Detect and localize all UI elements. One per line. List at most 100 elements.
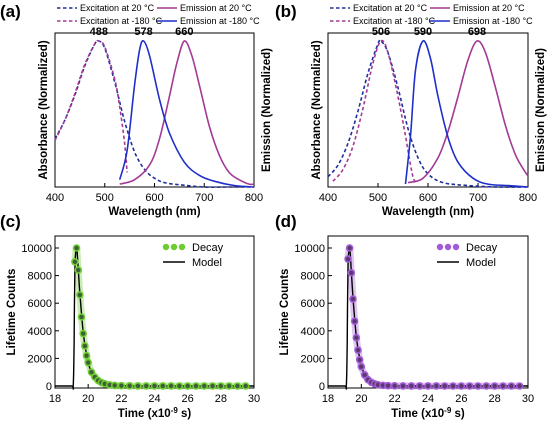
peak-label: 698 — [468, 26, 486, 38]
y-tick-label: 0 — [46, 381, 52, 393]
panel-label: (a) — [0, 2, 21, 21]
decay-point — [432, 382, 441, 390]
y-tick-label: 8000 — [28, 271, 52, 283]
panel-label: (b) — [275, 2, 297, 21]
y-axis-label: Absorbance (Normalized) — [311, 40, 323, 179]
y-tick-label: 6000 — [28, 298, 52, 310]
series-line-2 — [407, 40, 529, 184]
y-tick-label: 6000 — [301, 298, 325, 310]
panel-label: (d) — [275, 212, 297, 231]
legend-item: Emission at -180 °C — [453, 16, 533, 26]
decay-point — [424, 382, 432, 390]
decay-point — [407, 382, 416, 390]
legend-item: Excitation at -180 °C — [80, 16, 163, 26]
legend-item: Decay — [466, 242, 498, 254]
y-tick-label: 4000 — [28, 326, 52, 338]
decay-point — [200, 382, 209, 390]
decay-point — [449, 382, 457, 390]
legend-item: Emission at 20 °C — [180, 3, 252, 13]
decay-point — [474, 382, 482, 390]
x-tick-label: 30 — [522, 393, 534, 405]
x-tick-label: 18 — [322, 393, 334, 405]
series-line-3 — [118, 40, 255, 188]
x-axis-label-main: Time (x10 — [391, 408, 444, 420]
x-tick-label: 22 — [115, 393, 127, 405]
x-axis-label-sup: -9 — [171, 406, 179, 415]
decay-point — [357, 362, 366, 371]
y-tick-label: 10000 — [21, 243, 52, 255]
legend-item: Decay — [192, 242, 224, 254]
legend-marker — [444, 243, 452, 251]
peak-label: 578 — [134, 26, 152, 38]
legend-marker — [162, 243, 170, 251]
decay-point — [499, 382, 507, 390]
decay-point — [415, 382, 424, 390]
x-tick-label: 500 — [96, 192, 114, 204]
legend-item: Model — [192, 257, 222, 269]
decay-point — [142, 382, 151, 390]
y-tick-label: 2000 — [28, 353, 52, 365]
x-tick-label: 24 — [422, 393, 434, 405]
series-line-2 — [119, 40, 255, 186]
decay-point — [72, 244, 81, 252]
x-tick-label: 26 — [455, 393, 467, 405]
plot-frame — [54, 235, 255, 389]
decay-point — [192, 382, 200, 390]
decay-point — [79, 329, 87, 338]
legend-item: Model — [466, 257, 496, 269]
decay-point — [347, 269, 356, 277]
x-axis-label-tail: s) — [178, 408, 192, 420]
decay-point — [349, 295, 357, 303]
series-line-1 — [54, 39, 128, 173]
x-tick-label: 30 — [248, 393, 260, 405]
decay-point — [77, 313, 86, 321]
y-axis-label: Lifetime Counts — [6, 269, 18, 356]
x-axis-label: Wavelength (nm) — [108, 206, 200, 218]
legend-marker — [170, 243, 178, 251]
decay-point — [233, 382, 242, 390]
x-tick-label: 600 — [145, 192, 163, 204]
peak-label: 506 — [372, 26, 390, 38]
legend-item: Excitation at 20 °C — [80, 3, 155, 13]
series-line-1 — [332, 39, 419, 184]
x-tick-label: 20 — [82, 393, 94, 405]
legend-item: Excitation at 20 °C — [353, 3, 428, 13]
peak-label: 660 — [175, 26, 193, 38]
series-line-0 — [327, 39, 529, 188]
y-tick-label: 8000 — [301, 271, 325, 283]
y-axis-label-right: Emission (Normalized) — [535, 48, 547, 172]
decay-point — [84, 358, 92, 367]
x-tick-label: 28 — [489, 393, 501, 405]
x-tick-label: 800 — [519, 192, 537, 204]
x-tick-label: 700 — [469, 192, 487, 204]
y-tick-label: 0 — [319, 381, 325, 393]
x-axis-label: Time (x10-9 s) — [391, 406, 465, 420]
decay-point — [82, 351, 91, 360]
decay-point — [241, 382, 250, 390]
decay-point — [150, 382, 159, 390]
peak-label: 488 — [90, 26, 108, 38]
decay-point — [440, 382, 449, 390]
y-axis-label-right: Emission (Normalized) — [261, 48, 273, 172]
y-axis-label: Absorbance (Normalized) — [38, 40, 50, 179]
decay-point — [117, 381, 126, 390]
decay-point — [76, 291, 84, 299]
x-tick-label: 28 — [215, 393, 227, 405]
x-axis-label-main: Time (x10 — [118, 408, 171, 420]
decay-point — [507, 382, 516, 390]
decay-point — [390, 382, 399, 390]
x-tick-label: 22 — [389, 393, 401, 405]
x-tick-label: 800 — [245, 192, 263, 204]
decay-point — [74, 266, 83, 274]
decay-point — [457, 382, 466, 390]
x-tick-label: 26 — [182, 393, 194, 405]
y-tick-label: 10000 — [294, 243, 325, 255]
decay-point — [158, 382, 167, 390]
x-tick-label: 400 — [46, 192, 64, 204]
decay-point — [344, 255, 352, 263]
x-axis-label-tail: s) — [451, 408, 465, 420]
decay-point — [355, 355, 364, 364]
x-tick-label: 24 — [148, 393, 160, 405]
decay-point — [167, 382, 175, 390]
